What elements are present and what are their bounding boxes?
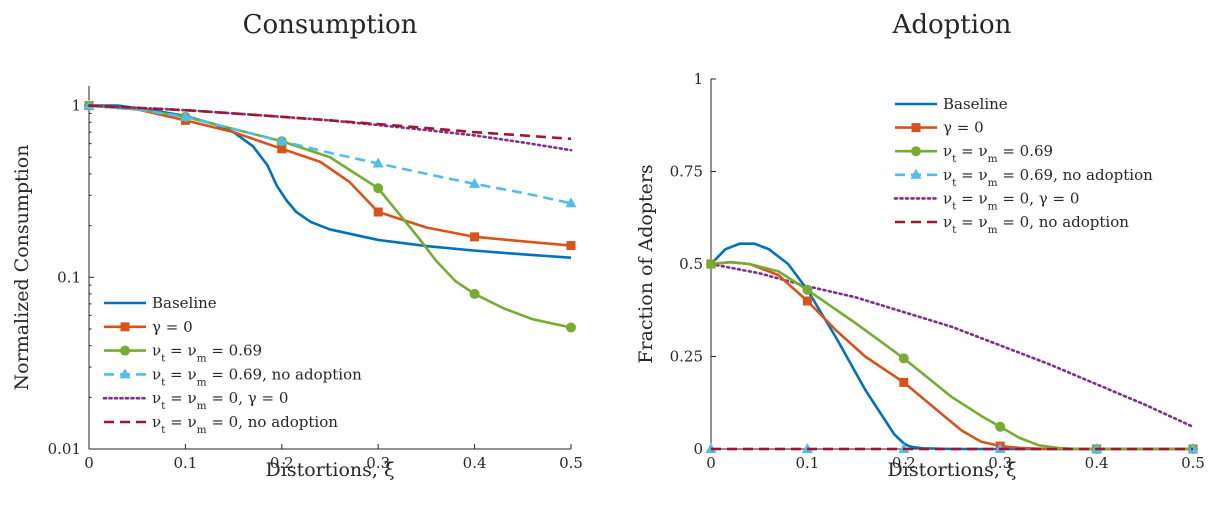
y-axis-label: Fraction of Adopters [635, 164, 657, 363]
legend-item: νt = νm = 0.69 [895, 142, 1053, 165]
x-tick-label: 0.2 [892, 454, 916, 472]
legend-label: νt = νm = 0.69 [943, 142, 1053, 165]
data-point [373, 207, 383, 217]
series-t-m-0-69-no-adoption [83, 99, 577, 208]
x-tick-label: 0.4 [1085, 454, 1109, 472]
legend-marker [911, 123, 921, 133]
x-tick-label: 0 [84, 454, 94, 472]
y-axis-label: Normalized Consumption [11, 145, 33, 391]
series-line [89, 104, 572, 260]
chart-title: Consumption [243, 10, 418, 40]
legend-label: νt = νm = 0, γ = 0 [943, 189, 1079, 212]
data-point [277, 144, 287, 154]
legend-label: Baseline [152, 294, 217, 312]
x-tick-label: 0.5 [1181, 454, 1205, 472]
y-tick-label: 0.25 [670, 348, 703, 366]
legend-label: γ = 0 [943, 119, 984, 137]
legend-item: νt = νm = 0.69, no adoption [104, 365, 362, 388]
y-tick-label: 1 [71, 97, 81, 115]
data-point [706, 259, 716, 269]
x-tick-label: 0.2 [270, 454, 294, 472]
legend-item: νt = νm = 0.69 [104, 342, 262, 365]
x-axis-label: Distortions, ξ [888, 459, 1017, 481]
legend-label: νt = νm = 0.69, no adoption [943, 166, 1153, 189]
y-tick-label: 0 [693, 440, 703, 458]
data-point [898, 353, 909, 364]
data-point [470, 232, 480, 242]
legend-label: νt = νm = 0.69 [152, 342, 262, 365]
legend-item: Baseline [895, 95, 1008, 113]
legend-item: νt = νm = 0, no adoption [104, 413, 338, 436]
legend-item: νt = νm = 0, no adoption [895, 213, 1129, 236]
legend-label: γ = 0 [152, 318, 193, 336]
data-point [566, 322, 576, 333]
data-point [899, 377, 909, 387]
data-point [179, 110, 191, 121]
series-line [709, 262, 1195, 429]
series-t-m-0-no-adoption [88, 104, 572, 141]
consumption-panel: Consumption 0 0.1 0.2 0.3 0.4 0.5 0.01 0.1 1 Disto… [11, 10, 583, 481]
data-point [372, 157, 384, 168]
x-axis-label: Distortions, ξ [266, 459, 395, 481]
data-point [276, 135, 288, 146]
y-tick-label: 0.01 [48, 440, 81, 458]
series-t-m-0-69 [706, 259, 1198, 454]
series-0 [706, 259, 1198, 454]
x-tick-label: 0.5 [559, 454, 583, 472]
legend-item: γ = 0 [104, 318, 193, 336]
series-t-m-0-0 [709, 262, 1195, 429]
data-point [802, 284, 813, 295]
adoption-panel: Adoption 0 0.1 0.2 0.3 0.4 0.5 0 0.25 0.5 0.75 1 Dis… [635, 10, 1205, 481]
legend-label: νt = νm = 0, no adoption [152, 413, 338, 436]
x-tick-label: 0.1 [795, 454, 819, 472]
x-tick-label: 0.3 [366, 454, 390, 472]
y-tick-label: 0.1 [57, 268, 81, 286]
legend-item: νt = νm = 0, γ = 0 [102, 389, 288, 412]
legend-marker [120, 322, 130, 332]
legend-item: γ = 0 [895, 119, 984, 137]
data-point [565, 197, 577, 208]
series-baseline [89, 104, 572, 260]
legend-item: νt = νm = 0, γ = 0 [893, 189, 1079, 212]
y-tick-label: 1 [693, 70, 703, 88]
x-tick-label: 0.1 [173, 454, 197, 472]
legend-marker [119, 368, 131, 379]
x-tick-label: 0.3 [988, 454, 1012, 472]
series-line [88, 104, 572, 205]
legend-item: Baseline [104, 294, 217, 312]
data-point [566, 241, 576, 251]
legend-marker [911, 146, 921, 157]
legend-label: νt = νm = 0, no adoption [943, 213, 1129, 236]
series-line [710, 260, 1193, 451]
x-tick-label: 0.4 [463, 454, 487, 472]
legend-marker [910, 168, 922, 179]
y-tick-label: 0.75 [670, 163, 703, 181]
chart-title: Adoption [892, 10, 1012, 40]
data-point [802, 296, 812, 306]
legend-label: νt = νm = 0, γ = 0 [152, 389, 288, 412]
legend-label: Baseline [943, 95, 1008, 113]
series-line [88, 104, 572, 141]
series-line [88, 104, 572, 247]
series-0 [84, 101, 576, 251]
x-tick-label: 0 [706, 454, 716, 472]
data-point [469, 288, 480, 299]
y-tick-label: 0.5 [679, 255, 703, 273]
data-point [373, 183, 384, 194]
legend-item: νt = νm = 0.69, no adoption [895, 166, 1153, 189]
legend-marker [120, 345, 130, 356]
data-point [469, 177, 481, 188]
data-point [995, 421, 1006, 432]
legend-label: νt = νm = 0.69, no adoption [152, 365, 362, 388]
